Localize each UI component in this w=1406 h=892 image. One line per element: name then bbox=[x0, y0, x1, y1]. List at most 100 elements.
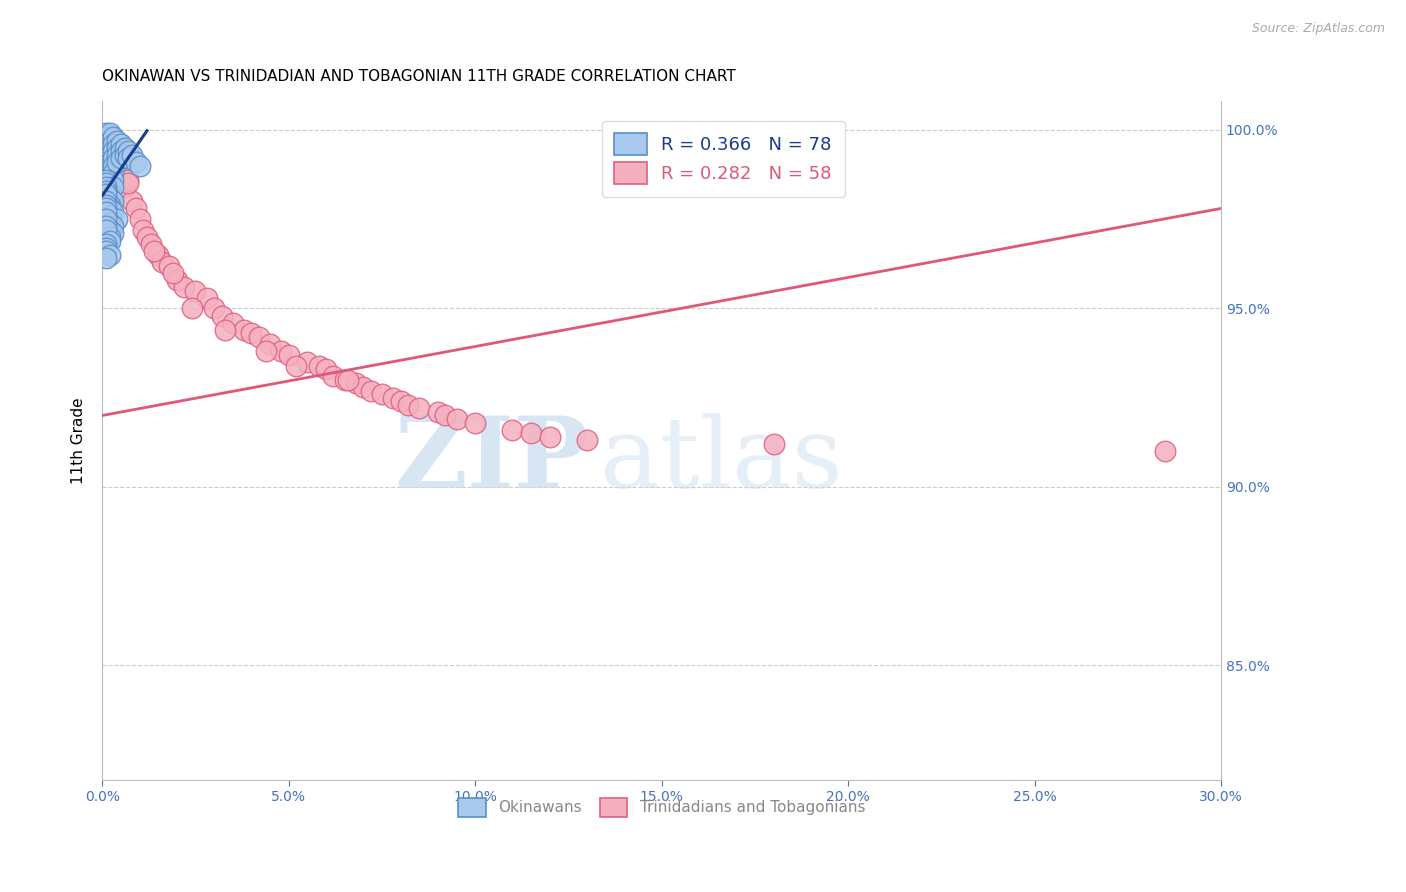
Point bbox=[94, 145, 117, 159]
Point bbox=[382, 391, 405, 405]
Point bbox=[94, 169, 117, 184]
Point bbox=[98, 223, 121, 237]
Point bbox=[114, 141, 136, 155]
Text: Source: ZipAtlas.com: Source: ZipAtlas.com bbox=[1251, 22, 1385, 36]
Point bbox=[389, 394, 412, 409]
Point bbox=[94, 252, 117, 266]
Point bbox=[132, 223, 155, 237]
Point bbox=[105, 148, 128, 162]
Point bbox=[352, 380, 374, 394]
Point bbox=[146, 248, 169, 262]
Point bbox=[214, 323, 236, 337]
Point bbox=[103, 130, 125, 145]
Point bbox=[94, 184, 117, 198]
Point bbox=[98, 166, 121, 180]
Point bbox=[98, 234, 121, 248]
Point bbox=[128, 159, 150, 173]
Point bbox=[117, 145, 139, 159]
Point bbox=[434, 409, 457, 423]
Point bbox=[247, 330, 270, 344]
Point bbox=[315, 362, 337, 376]
Point bbox=[98, 202, 121, 216]
Point bbox=[98, 184, 121, 198]
Point bbox=[94, 141, 117, 155]
Point bbox=[297, 355, 319, 369]
Point bbox=[98, 177, 121, 191]
Point bbox=[114, 180, 136, 194]
Point bbox=[94, 194, 117, 209]
Point bbox=[98, 141, 121, 155]
Point bbox=[94, 159, 117, 173]
Point bbox=[94, 166, 117, 180]
Point bbox=[105, 152, 128, 166]
Point bbox=[150, 255, 173, 269]
Point bbox=[98, 209, 121, 223]
Point bbox=[464, 416, 486, 430]
Point bbox=[94, 202, 117, 216]
Point bbox=[360, 384, 382, 398]
Point bbox=[105, 212, 128, 227]
Point bbox=[110, 145, 132, 159]
Point bbox=[254, 344, 277, 359]
Point bbox=[94, 130, 117, 145]
Point bbox=[211, 309, 233, 323]
Point bbox=[117, 177, 139, 191]
Point bbox=[98, 180, 121, 194]
Point bbox=[94, 237, 117, 252]
Point bbox=[98, 173, 121, 187]
Point bbox=[202, 301, 225, 316]
Text: OKINAWAN VS TRINIDADIAN AND TOBAGONIAN 11TH GRADE CORRELATION CHART: OKINAWAN VS TRINIDADIAN AND TOBAGONIAN 1… bbox=[103, 69, 735, 84]
Point bbox=[94, 155, 117, 169]
Point bbox=[333, 373, 356, 387]
Point bbox=[98, 191, 121, 205]
Point bbox=[232, 323, 254, 337]
Point bbox=[98, 134, 121, 148]
Point bbox=[103, 180, 125, 194]
Point bbox=[94, 198, 117, 212]
Point bbox=[98, 148, 121, 162]
Point bbox=[162, 266, 184, 280]
Point bbox=[762, 437, 785, 451]
Point bbox=[501, 423, 523, 437]
Point bbox=[446, 412, 468, 426]
Point bbox=[103, 205, 125, 219]
Point bbox=[94, 223, 117, 237]
Point bbox=[103, 152, 125, 166]
Point bbox=[98, 169, 121, 184]
Point bbox=[222, 316, 245, 330]
Point bbox=[103, 130, 125, 145]
Point bbox=[94, 205, 117, 219]
Point bbox=[105, 155, 128, 169]
Point bbox=[98, 198, 121, 212]
Point bbox=[576, 434, 599, 448]
Point bbox=[94, 137, 117, 152]
Point bbox=[94, 134, 117, 148]
Point bbox=[94, 148, 117, 162]
Point bbox=[270, 344, 292, 359]
Y-axis label: 11th Grade: 11th Grade bbox=[72, 397, 86, 483]
Point bbox=[285, 359, 308, 373]
Point bbox=[103, 227, 125, 241]
Point bbox=[103, 166, 125, 180]
Point bbox=[173, 280, 195, 294]
Point bbox=[105, 134, 128, 148]
Point bbox=[94, 187, 117, 202]
Point bbox=[103, 145, 125, 159]
Point bbox=[94, 241, 117, 255]
Point bbox=[426, 405, 449, 419]
Point bbox=[139, 237, 162, 252]
Point bbox=[94, 173, 117, 187]
Point bbox=[103, 159, 125, 173]
Point bbox=[103, 219, 125, 234]
Point bbox=[408, 401, 430, 416]
Point bbox=[110, 152, 132, 166]
Point bbox=[121, 148, 143, 162]
Point bbox=[308, 359, 330, 373]
Point bbox=[1154, 444, 1177, 458]
Point bbox=[136, 230, 159, 244]
Point bbox=[98, 216, 121, 230]
Point bbox=[110, 137, 132, 152]
Point bbox=[180, 301, 202, 316]
Point bbox=[98, 187, 121, 202]
Point bbox=[98, 162, 121, 177]
